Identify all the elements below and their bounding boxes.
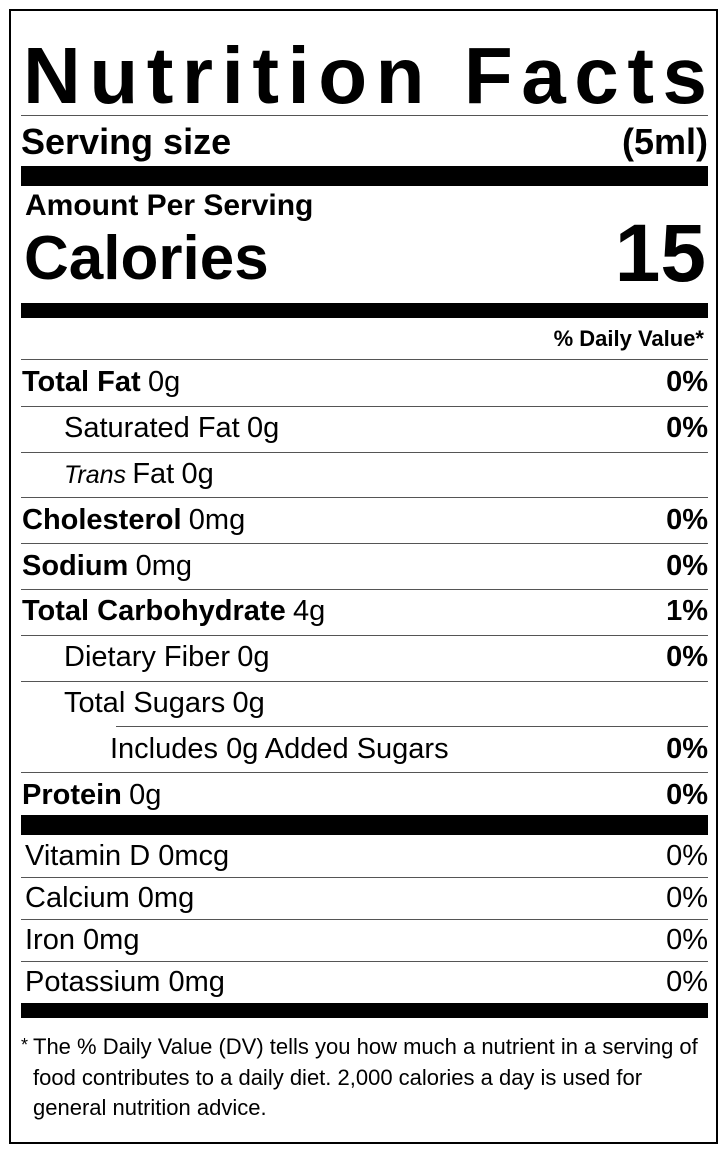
- title-svg: Nutrition Facts: [23, 31, 707, 115]
- nutrient-row: Protein 0g 0%: [21, 772, 708, 818]
- divider: [21, 634, 708, 636]
- nutrition-label: Nutrition Facts Serving size (5ml) Amoun…: [9, 9, 718, 1144]
- vitamin-row: Iron 0mg 0%: [21, 919, 708, 961]
- nutrient-left: Saturated Fat 0g: [21, 412, 279, 445]
- nutrient-row: Total Fat 0g 0%: [21, 360, 708, 406]
- divider: [21, 497, 708, 499]
- nutrient-left: Trans Fat 0g: [21, 458, 214, 491]
- nutrient-name: Sodium: [22, 549, 129, 582]
- divider: [21, 680, 708, 682]
- nutrient-dv: 0%: [666, 732, 708, 765]
- vitamin-name: Iron 0mg: [25, 923, 140, 956]
- serving-value: (5ml): [621, 121, 708, 162]
- title: Nutrition Facts: [23, 31, 707, 115]
- vitamin-dv: 0%: [666, 965, 708, 998]
- nutrient-amount: 0g: [181, 457, 214, 490]
- vitamin-row: Vitamin D 0mcg 0%: [21, 835, 708, 877]
- footnote-marker: *: [21, 1035, 29, 1055]
- nutrient-left: Total Fat 0g: [21, 366, 180, 399]
- footnote: * The % Daily Value (DV) tells you how m…: [21, 1032, 698, 1124]
- nutrient-amount: 0g: [237, 641, 270, 674]
- nutrient-row: Total Sugars 0g: [21, 681, 708, 727]
- nutrient-amount: 0g: [246, 412, 280, 445]
- vitamin-row: Calcium 0mg 0%: [21, 877, 708, 919]
- vitamin-name: Calcium 0mg: [25, 881, 195, 914]
- divider: [21, 919, 708, 920]
- nutrient-dv: 0%: [666, 549, 708, 582]
- divider: [21, 772, 708, 774]
- divider: [21, 543, 708, 545]
- amount-per-serving: Amount Per Serving: [25, 189, 314, 222]
- vitamin-name: Potassium 0mg: [25, 965, 225, 998]
- nutrient-left: Sodium 0mg: [21, 550, 192, 583]
- thick-bar: [21, 1003, 708, 1018]
- nutrient-amount: 4g: [292, 595, 326, 628]
- vitamin-name: Vitamin D 0mcg: [25, 839, 230, 872]
- vitamin-dv: 0%: [666, 881, 708, 914]
- nutrient-dv: 0%: [666, 778, 708, 811]
- nutrient-row: Dietary Fiber 0g 0%: [21, 635, 708, 681]
- nutrient-amount: 0g: [147, 366, 181, 399]
- nutrient-row: Cholesterol 0mg 0%: [21, 497, 708, 543]
- nutrient-amount: 0mg: [188, 503, 246, 536]
- footnote-text: The % Daily Value (DV) tells you how muc…: [33, 1034, 698, 1120]
- divider: [21, 877, 708, 878]
- nutrient-row: Sodium 0mg 0%: [21, 543, 708, 589]
- nutrient-left: Includes 0g Added Sugars: [21, 733, 449, 766]
- divider: [21, 589, 708, 590]
- daily-value-header: % Daily Value*: [553, 326, 704, 351]
- vitamin-dv: 0%: [666, 839, 708, 872]
- serving-label: Serving size: [21, 121, 232, 162]
- divider: [21, 961, 708, 962]
- nutrient-row: Includes 0g Added Sugars 0%: [21, 726, 708, 772]
- nutrient-left: Total Sugars 0g: [21, 687, 265, 720]
- nutrient-row: Trans Fat 0g: [21, 452, 708, 498]
- calories-value: 15: [614, 208, 706, 299]
- divider: [21, 451, 708, 453]
- nutrient-name: Total Sugars: [64, 686, 226, 719]
- nutrient-dv: 0%: [666, 503, 708, 536]
- nutrient-name: Fat: [132, 457, 175, 490]
- nutrient-amount: 0mg: [135, 549, 193, 582]
- nutrient-row: Total Carbohydrate 4g 1%: [21, 589, 708, 635]
- nutrient-amount: 0g: [232, 686, 265, 719]
- nutrient-left: Total Carbohydrate 4g: [21, 595, 325, 628]
- thick-bar: [21, 166, 708, 186]
- calories-label: Calories: [24, 224, 269, 293]
- vitamin-dv: 0%: [666, 923, 708, 956]
- nutrient-name: Protein: [22, 778, 122, 811]
- nutrient-name: Cholesterol: [22, 503, 182, 536]
- divider: [21, 359, 708, 360]
- nutrient-dv: 1%: [666, 595, 708, 628]
- divider: [21, 405, 708, 407]
- thick-bar: [21, 815, 708, 835]
- divider: [21, 115, 708, 116]
- nutrient-name: Saturated Fat: [64, 412, 240, 445]
- nutrient-name: Total Carbohydrate: [22, 595, 286, 628]
- nutrient-row: Saturated Fat 0g 0%: [21, 406, 708, 452]
- nutrient-amount: 0g: [129, 778, 162, 811]
- nutrient-name: Total Fat: [22, 366, 141, 399]
- thick-bar: [21, 303, 708, 318]
- nutrient-left: Protein 0g: [21, 779, 161, 812]
- divider: [116, 726, 708, 728]
- nutrient-dv: 0%: [666, 412, 708, 445]
- nutrient-dv: 0%: [666, 366, 708, 399]
- nutrient-left: Cholesterol 0mg: [21, 504, 245, 537]
- nutrient-name-italic: Trans: [64, 460, 127, 489]
- vitamin-row: Potassium 0mg 0%: [21, 961, 708, 1003]
- serving-row: Serving size (5ml): [21, 119, 708, 165]
- nutrient-left: Dietary Fiber 0g: [21, 641, 270, 674]
- nutrient-name: Includes 0g Added Sugars: [110, 732, 449, 765]
- nutrient-name: Dietary Fiber: [64, 641, 230, 674]
- nutrient-dv: 0%: [666, 641, 708, 674]
